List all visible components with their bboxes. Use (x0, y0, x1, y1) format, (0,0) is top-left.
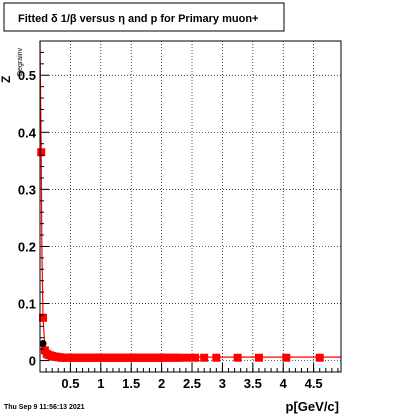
data-point (282, 353, 291, 362)
y-tick-label: 0.5 (18, 68, 36, 83)
x-tick-label: 4 (280, 376, 288, 391)
y-tick-label: 0.1 (18, 297, 36, 312)
timestamp: Thu Sep 9 11:56:13 2021 (4, 404, 85, 411)
x-tick-label: 3.5 (244, 376, 262, 391)
x-axis-label: p[GeV/c] (286, 399, 339, 414)
y-tick-label: 0.3 (18, 182, 36, 197)
data-point (183, 353, 192, 362)
y-axis-sublabel: Degrainv (17, 47, 24, 76)
data-point (315, 353, 324, 362)
x-tick-label: 2 (158, 376, 165, 391)
y-axis-label: Z (0, 76, 13, 83)
x-axis: 0.5 1 1.5 2 2.5 3 3.5 4 4.5 (45, 363, 339, 391)
data-point (200, 353, 209, 362)
data-point (37, 148, 46, 157)
y-tick-label: 0.4 (18, 125, 37, 140)
chart-title: Fitted δ 1/β versus η and p for Primary … (18, 13, 258, 25)
x-tick-label: 1.5 (122, 376, 140, 391)
data-markers (37, 148, 324, 362)
title-box (3, 2, 285, 32)
x-tick-label: 4.5 (305, 376, 323, 391)
data-point (39, 339, 47, 347)
data-point (39, 313, 48, 322)
data-point (233, 353, 242, 362)
data-point (212, 353, 221, 362)
x-tick-label: 0.5 (61, 376, 79, 391)
data-point (191, 353, 200, 362)
x-tick-label: 2.5 (183, 376, 201, 391)
y-axis: 0 0.1 0.2 0.3 0.4 0.5 (18, 51, 49, 369)
data-point (175, 353, 184, 362)
data-point (254, 353, 263, 362)
y-tick-label: 0 (29, 354, 36, 369)
grid (40, 41, 341, 372)
x-tick-label: 1 (97, 376, 104, 391)
x-tick-label: 3 (219, 376, 226, 391)
y-tick-label: 0.2 (18, 239, 36, 254)
plot-frame (39, 40, 342, 373)
